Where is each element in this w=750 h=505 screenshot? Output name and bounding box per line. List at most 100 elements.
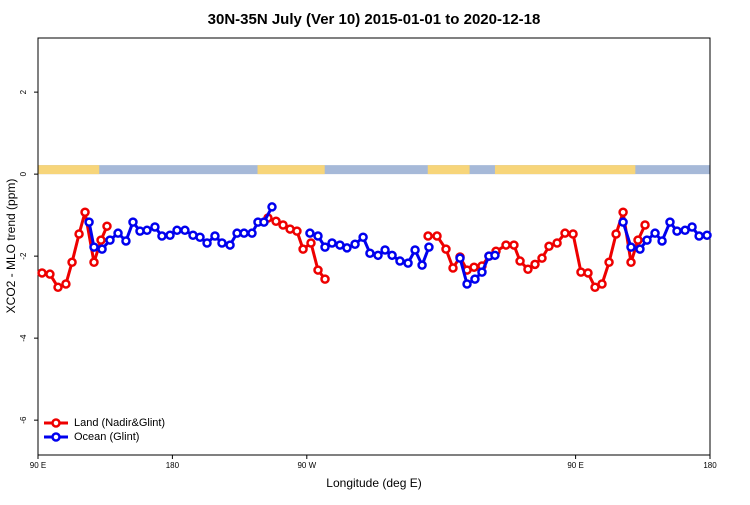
point xyxy=(37,268,47,278)
point xyxy=(687,222,697,232)
point xyxy=(665,217,675,227)
point xyxy=(74,229,84,239)
x-tick-label: 90 E xyxy=(30,461,46,470)
land-band xyxy=(257,165,325,175)
x-axis-label: Longitude (deg E) xyxy=(326,476,421,490)
point xyxy=(470,274,480,284)
point xyxy=(292,226,302,236)
point xyxy=(441,244,451,254)
point xyxy=(657,236,667,246)
point xyxy=(395,256,405,266)
point xyxy=(455,253,465,263)
point xyxy=(462,279,472,289)
point xyxy=(342,243,352,253)
point xyxy=(509,240,519,250)
legend-label: Land (Nadir&Glint) xyxy=(74,417,165,429)
point xyxy=(267,202,277,212)
point xyxy=(672,226,682,236)
point xyxy=(96,235,106,245)
point xyxy=(537,253,547,263)
y-tick-label: -4 xyxy=(19,334,28,342)
point xyxy=(313,231,323,241)
point xyxy=(67,257,77,268)
point xyxy=(305,228,315,238)
point xyxy=(642,235,652,245)
point xyxy=(202,238,212,248)
point xyxy=(387,250,397,261)
y-axis-label: XCO2 - MLO trend (ppm) xyxy=(4,179,18,314)
x-tick-label: 90 W xyxy=(297,461,316,470)
point xyxy=(327,238,337,248)
point xyxy=(259,217,269,227)
point xyxy=(239,228,249,238)
point xyxy=(150,222,160,232)
point xyxy=(350,239,360,249)
y-tick-label: -6 xyxy=(19,416,28,424)
land-band xyxy=(494,165,636,175)
point xyxy=(544,241,554,252)
point xyxy=(89,257,99,268)
point xyxy=(640,220,650,230)
point xyxy=(313,265,323,275)
point xyxy=(477,267,487,277)
land-band xyxy=(427,165,470,175)
point xyxy=(635,244,645,254)
point xyxy=(552,238,562,248)
point xyxy=(448,263,458,273)
point xyxy=(694,231,704,241)
point xyxy=(142,225,152,236)
point xyxy=(626,242,636,252)
point xyxy=(271,216,281,227)
point xyxy=(80,207,90,218)
point xyxy=(45,269,55,279)
point xyxy=(650,228,660,238)
point xyxy=(210,231,220,241)
chart-title: 30N-35N July (Ver 10) 2015-01-01 to 2020… xyxy=(208,11,541,28)
legend-label: Ocean (Glint) xyxy=(74,431,139,443)
point xyxy=(358,232,368,243)
point xyxy=(320,242,330,252)
y-tick-label: 2 xyxy=(19,89,28,94)
point xyxy=(105,235,115,245)
point xyxy=(128,217,138,227)
point xyxy=(417,260,427,270)
ocean-band xyxy=(38,165,710,175)
point xyxy=(195,232,205,243)
point xyxy=(298,244,308,254)
point xyxy=(590,282,600,293)
point xyxy=(680,225,690,236)
point xyxy=(597,279,607,289)
point xyxy=(633,235,643,245)
point xyxy=(278,220,288,230)
legend-marker xyxy=(51,418,61,428)
point xyxy=(702,230,712,240)
x-tick-label: 180 xyxy=(166,461,180,470)
point xyxy=(604,257,614,268)
point xyxy=(424,242,434,252)
point xyxy=(380,245,390,255)
point xyxy=(61,279,71,289)
point xyxy=(247,228,257,238)
point xyxy=(583,268,593,278)
point xyxy=(165,230,175,240)
point xyxy=(490,250,500,261)
legend-marker xyxy=(51,432,61,442)
point xyxy=(306,238,316,248)
point xyxy=(121,236,131,246)
point xyxy=(568,229,578,239)
point xyxy=(423,231,433,241)
point xyxy=(432,231,442,241)
y-tick-label: -2 xyxy=(19,252,28,260)
x-tick-label: 90 E xyxy=(567,461,583,470)
point xyxy=(180,225,190,236)
point xyxy=(515,256,525,266)
point xyxy=(530,259,540,270)
point xyxy=(97,244,107,254)
point xyxy=(89,242,99,252)
point xyxy=(157,231,167,241)
point xyxy=(403,258,413,268)
point xyxy=(560,228,570,238)
point xyxy=(225,240,235,250)
point xyxy=(469,262,479,272)
